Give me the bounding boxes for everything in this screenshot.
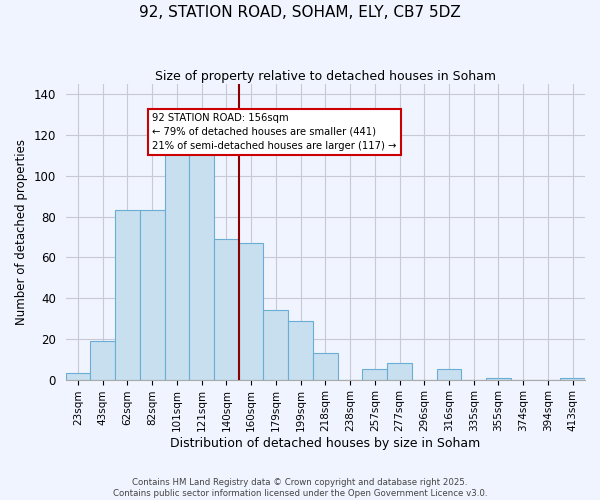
Bar xyxy=(214,239,239,380)
Text: 92, STATION ROAD, SOHAM, ELY, CB7 5DZ: 92, STATION ROAD, SOHAM, ELY, CB7 5DZ xyxy=(139,5,461,20)
Bar xyxy=(65,374,91,380)
Bar xyxy=(239,243,263,380)
Bar xyxy=(387,364,412,380)
Bar xyxy=(263,310,288,380)
X-axis label: Distribution of detached houses by size in Soham: Distribution of detached houses by size … xyxy=(170,437,481,450)
Bar xyxy=(560,378,585,380)
Title: Size of property relative to detached houses in Soham: Size of property relative to detached ho… xyxy=(155,70,496,83)
Text: Contains HM Land Registry data © Crown copyright and database right 2025.
Contai: Contains HM Land Registry data © Crown c… xyxy=(113,478,487,498)
Bar xyxy=(140,210,164,380)
Bar xyxy=(437,370,461,380)
Bar xyxy=(288,320,313,380)
Bar xyxy=(362,370,387,380)
Bar xyxy=(190,146,214,380)
Bar xyxy=(91,341,115,380)
Text: 92 STATION ROAD: 156sqm
← 79% of detached houses are smaller (441)
21% of semi-d: 92 STATION ROAD: 156sqm ← 79% of detache… xyxy=(152,112,397,150)
Y-axis label: Number of detached properties: Number of detached properties xyxy=(15,139,28,325)
Bar xyxy=(115,210,140,380)
Bar xyxy=(313,353,338,380)
Bar xyxy=(486,378,511,380)
Bar xyxy=(164,154,190,380)
